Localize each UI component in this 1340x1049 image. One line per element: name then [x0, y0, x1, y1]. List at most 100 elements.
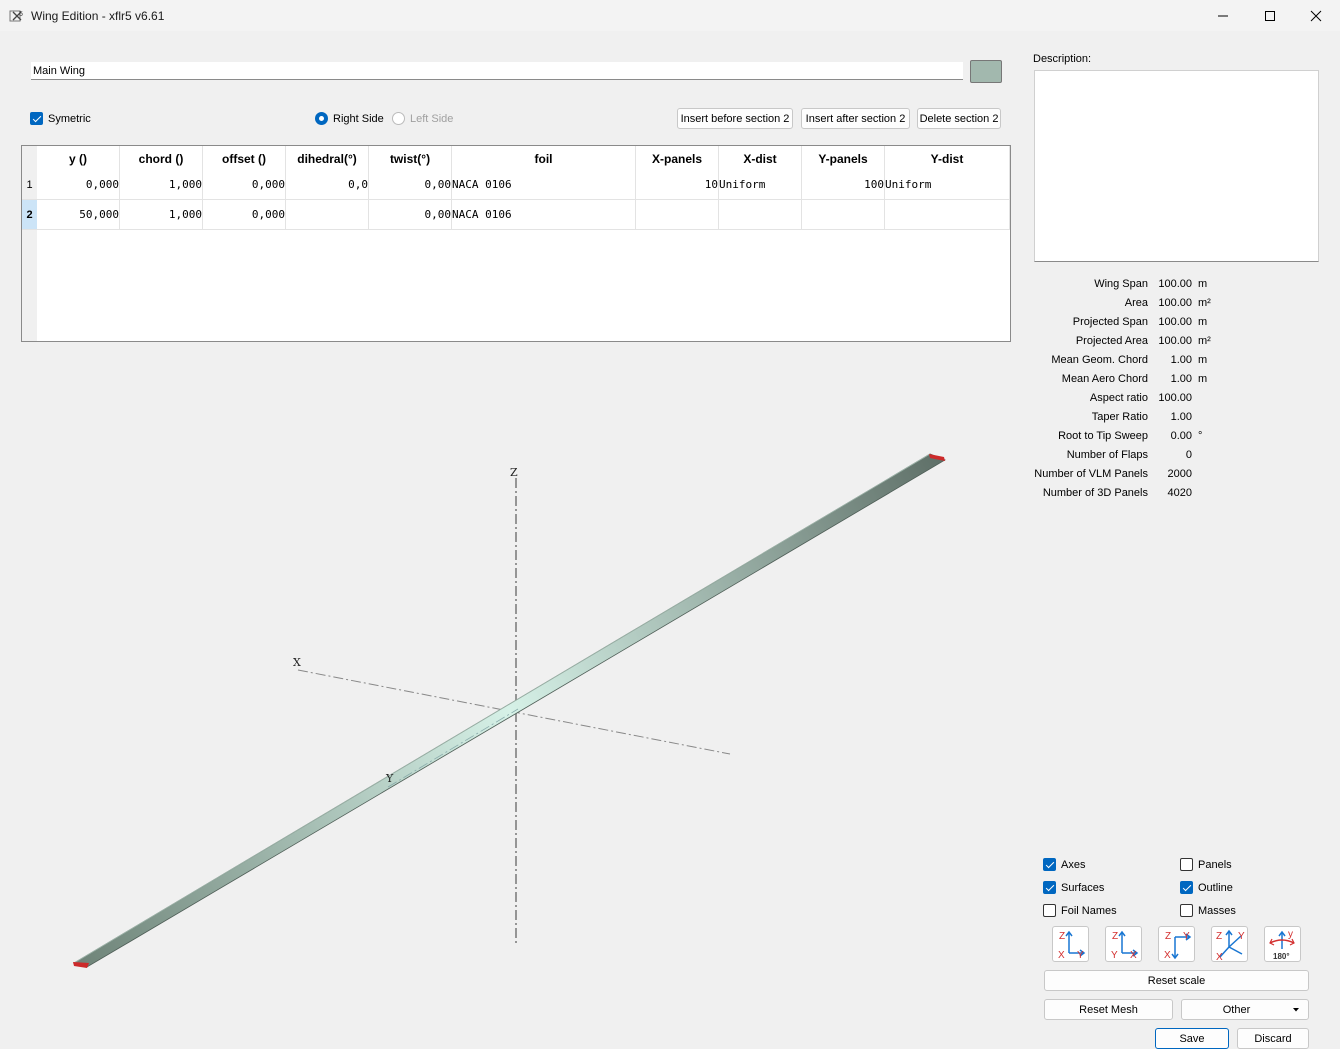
discard-button[interactable]: Discard: [1237, 1028, 1309, 1049]
table-cell-y-panels[interactable]: 100: [802, 170, 885, 200]
close-button[interactable]: [1293, 0, 1339, 31]
column-header-y-dist[interactable]: Y-dist: [885, 146, 1010, 171]
table-cell-offset[interactable]: 0,000: [203, 170, 286, 200]
checkbox-unchecked-icon: [1180, 904, 1193, 917]
table-cell-dihedral[interactable]: 0,0: [286, 170, 369, 200]
column-header-twist[interactable]: twist(°): [369, 146, 452, 171]
table-cell-y-dist[interactable]: [885, 200, 1010, 230]
insert-after-button[interactable]: Insert after section 2: [801, 108, 910, 129]
left-side-label: Left Side: [410, 112, 454, 125]
checkbox-checked-icon: [1180, 881, 1193, 894]
y-axis-label: Y: [385, 772, 394, 785]
table-cell-x-dist[interactable]: [719, 200, 802, 230]
foil-names-checkbox[interactable]: Foil Names: [1043, 904, 1117, 917]
column-header-x-panels[interactable]: X-panels: [636, 146, 719, 171]
table-cell-y-dist[interactable]: Uniform: [885, 170, 1010, 200]
prop-label-number-of-flaps: Number of Flaps: [1066, 449, 1148, 461]
row-number[interactable]: 1: [22, 170, 37, 200]
prop-unit-projected-area: m²: [1198, 335, 1211, 347]
foil-names-label: Foil Names: [1061, 904, 1117, 917]
prop-value-mean-geom-chord: 1.00: [1170, 354, 1192, 366]
masses-label: Masses: [1198, 904, 1236, 917]
axes-label: Axes: [1061, 858, 1086, 871]
left-side-radio[interactable]: Left Side: [392, 112, 453, 125]
x-axis-label: X: [293, 656, 301, 669]
wing-color-button[interactable]: [970, 60, 1002, 83]
front-view-button[interactable]: Z X Y: [1052, 926, 1089, 962]
panels-checkbox[interactable]: Panels: [1180, 858, 1232, 871]
svg-text:X: X: [1058, 950, 1065, 961]
table-cell-y[interactable]: 0,000: [37, 170, 120, 200]
minimize-button[interactable]: [1200, 0, 1246, 31]
prop-label-mean-aero-chord: Mean Aero Chord: [1061, 373, 1148, 385]
iso-view-icon: Z Y X: [1216, 929, 1245, 963]
table-cell-x-panels[interactable]: 10: [636, 170, 719, 200]
prop-value-number-of-flaps: 0: [1185, 449, 1192, 461]
table-cell-x-panels[interactable]: [636, 200, 719, 230]
masses-checkbox[interactable]: Masses: [1180, 904, 1236, 917]
symetric-checkbox[interactable]: Symetric: [30, 112, 91, 125]
flip-view-button[interactable]: y 180°: [1264, 926, 1301, 962]
table-cell-chord[interactable]: 1,000: [120, 170, 203, 200]
wing-tip-right: [929, 454, 945, 461]
column-header-dihedral[interactable]: dihedral(°): [286, 146, 369, 171]
svg-text:X: X: [1216, 952, 1223, 961]
right-side-label: Right Side: [333, 112, 384, 125]
maximize-button[interactable]: [1247, 0, 1293, 31]
prop-unit-projected-span: m: [1198, 316, 1208, 328]
side-view-button[interactable]: Z Y X: [1105, 926, 1142, 962]
column-header-offset[interactable]: offset (): [203, 146, 286, 171]
wing-name-input[interactable]: [31, 62, 963, 80]
reset-mesh-button[interactable]: Reset Mesh: [1044, 999, 1173, 1020]
prop-unit-mean-aero-chord: m: [1198, 373, 1208, 385]
top-view-button[interactable]: Z Y X: [1158, 926, 1195, 962]
outline-label: Outline: [1198, 881, 1233, 894]
wing-3d-view[interactable]: Z X Y: [0, 345, 1030, 1013]
table-cell-foil[interactable]: NACA 0106: [452, 200, 636, 230]
outline-checkbox[interactable]: Outline: [1180, 881, 1233, 894]
right-side-radio[interactable]: Right Side: [315, 112, 384, 125]
sections-table: y () chord () offset () dihedral(°) twis…: [21, 145, 1011, 342]
svg-text:180°: 180°: [1273, 952, 1290, 961]
checkbox-checked-icon: [1043, 858, 1056, 871]
close-icon: [1310, 10, 1322, 21]
table-cell-chord[interactable]: 1,000: [120, 200, 203, 230]
table-cell-foil[interactable]: NACA 0106: [452, 170, 636, 200]
column-header-foil[interactable]: foil: [452, 146, 636, 171]
svg-text:Z: Z: [1216, 931, 1222, 942]
table-cell-twist[interactable]: 0,00: [369, 200, 452, 230]
radio-unchecked-icon: [392, 112, 405, 125]
iso-view-button[interactable]: Z Y X: [1211, 926, 1248, 963]
description-label: Description:: [1033, 53, 1092, 65]
dropdown-arrow-icon: [1293, 1007, 1299, 1011]
row-header-column: [22, 146, 37, 341]
column-header-y-panels[interactable]: Y-panels: [802, 146, 885, 171]
description-textarea[interactable]: [1034, 70, 1319, 262]
wing-leading-edge: [73, 453, 931, 964]
column-header-x-dist[interactable]: X-dist: [719, 146, 802, 171]
prop-label-vlm-panels: Number of VLM Panels: [1034, 468, 1148, 480]
prop-value-taper-ratio: 1.00: [1170, 411, 1192, 423]
prop-label-wing-span: Wing Span: [1094, 278, 1148, 290]
svg-text:5: 5: [19, 11, 23, 18]
table-cell-y-panels[interactable]: [802, 200, 885, 230]
svg-text:Z: Z: [1059, 931, 1065, 942]
table-cell-dihedral[interactable]: [286, 200, 369, 230]
save-button[interactable]: Save: [1155, 1028, 1229, 1049]
reset-scale-button[interactable]: Reset scale: [1044, 970, 1309, 991]
column-header-chord[interactable]: chord (): [120, 146, 203, 171]
prop-value-projected-span: 100.00: [1158, 316, 1192, 328]
other-dropdown[interactable]: Other: [1181, 999, 1309, 1020]
prop-value-3d-panels: 4020: [1167, 487, 1192, 499]
table-cell-offset[interactable]: 0,000: [203, 200, 286, 230]
table-cell-twist[interactable]: 0,00: [369, 170, 452, 200]
insert-before-button[interactable]: Insert before section 2: [677, 108, 793, 129]
delete-section-button[interactable]: Delete section 2: [917, 108, 1001, 129]
table-cell-y[interactable]: 50,000: [37, 200, 120, 230]
y-axis-line: [387, 708, 519, 788]
column-header-y[interactable]: y (): [37, 146, 120, 171]
axes-checkbox[interactable]: Axes: [1043, 858, 1085, 871]
surfaces-checkbox[interactable]: Surfaces: [1043, 881, 1104, 894]
row-number-selected[interactable]: 2: [22, 200, 37, 230]
table-cell-x-dist[interactable]: Uniform: [719, 170, 802, 200]
